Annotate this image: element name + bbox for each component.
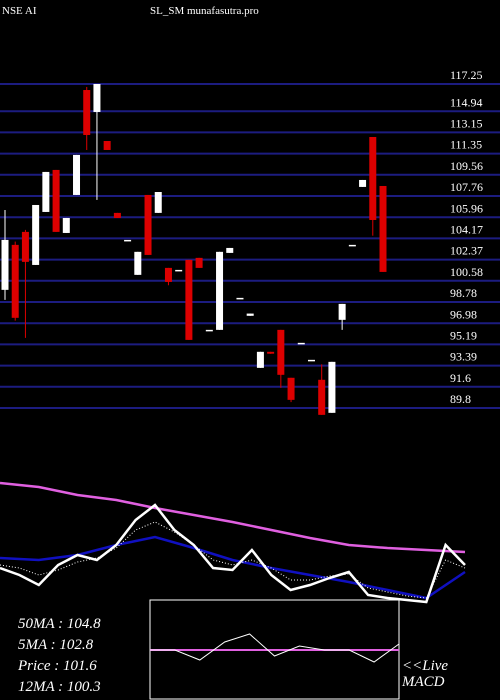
candle-body xyxy=(246,313,254,316)
info-label: 50MA : 104.8 xyxy=(18,616,101,632)
candle-body xyxy=(21,231,29,262)
y-tick-label: 104.17 xyxy=(450,222,483,236)
candle-body xyxy=(226,247,234,253)
candle-body xyxy=(195,257,203,268)
candle-body xyxy=(297,342,305,345)
candle-body xyxy=(83,90,91,135)
info-label: 12MA : 100.3 xyxy=(18,679,101,695)
candle-body xyxy=(338,303,346,320)
candle-body xyxy=(103,141,111,150)
y-tick-label: 107.76 xyxy=(450,180,483,194)
candle-body xyxy=(175,269,183,272)
candle-body xyxy=(236,297,244,300)
candle-body xyxy=(359,179,367,187)
chart-subtitle: SL_SM munafasutra.pro xyxy=(150,5,259,17)
y-tick-label: 91.6 xyxy=(450,371,471,385)
candle-body xyxy=(328,361,336,413)
candle-body xyxy=(205,329,213,332)
y-tick-label: 114.94 xyxy=(450,95,483,109)
y-tick-label: 96.98 xyxy=(450,307,477,321)
y-tick-label: 111.35 xyxy=(450,138,482,152)
candle-body xyxy=(32,204,40,265)
candle-body xyxy=(93,84,101,112)
candle-body xyxy=(52,169,60,232)
indicator-line xyxy=(0,503,466,604)
chart-title: NSE AI xyxy=(2,5,37,17)
y-tick-label: 105.96 xyxy=(450,201,483,215)
candle-body xyxy=(124,239,132,242)
indicator-line xyxy=(0,481,466,554)
candle-body xyxy=(287,377,295,400)
candle-body xyxy=(216,251,224,330)
y-tick-label: 102.37 xyxy=(450,244,483,258)
info-label: Price : 101.6 xyxy=(17,658,97,674)
info-label: 5MA : 102.8 xyxy=(18,637,94,653)
y-tick-label: 100.58 xyxy=(450,265,483,279)
candle-body xyxy=(134,251,142,275)
candle-body xyxy=(369,136,377,220)
candle-body xyxy=(154,192,162,213)
y-tick-label: 113.15 xyxy=(450,116,483,130)
macd-label: MACD xyxy=(401,674,445,690)
candle-body xyxy=(42,171,50,212)
candle-body xyxy=(256,351,264,368)
candle-body xyxy=(185,259,193,340)
candle-body xyxy=(144,194,152,255)
y-tick-label: 93.39 xyxy=(450,350,477,364)
candle-body xyxy=(379,185,387,272)
y-tick-label: 89.8 xyxy=(450,392,471,406)
candle-body xyxy=(1,239,9,290)
macd-line xyxy=(150,633,400,663)
candle-body xyxy=(307,359,315,362)
live-label: <<Live xyxy=(402,658,448,674)
candle-body xyxy=(113,212,121,218)
candle-body xyxy=(348,244,356,247)
y-tick-label: 117.25 xyxy=(450,68,483,82)
candle-body xyxy=(267,351,275,354)
indicator-line xyxy=(0,521,466,599)
y-tick-label: 109.56 xyxy=(450,159,483,173)
candle-body xyxy=(11,244,19,318)
y-tick-label: 98.78 xyxy=(450,286,477,300)
candle-body xyxy=(164,267,172,282)
y-tick-label: 95.19 xyxy=(450,328,477,342)
candle-body xyxy=(318,379,326,415)
candle-body xyxy=(62,217,70,233)
candle-body xyxy=(277,329,285,375)
candle-body xyxy=(73,154,81,195)
